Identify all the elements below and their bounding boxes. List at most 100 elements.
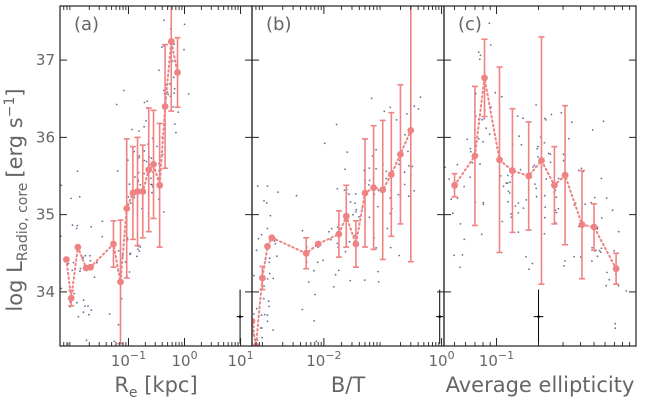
scatter-point [535, 187, 538, 190]
scatter-point [549, 161, 552, 164]
scatter-point [187, 93, 190, 95]
scatter-point [87, 305, 89, 308]
scatter-point [459, 266, 461, 269]
scatter-point [71, 224, 74, 227]
scatter-point [570, 121, 573, 124]
scatter-point [136, 248, 139, 251]
scatter-point [158, 69, 160, 72]
scatter-point [549, 153, 552, 156]
scatter-point [344, 250, 347, 253]
scatter-point [73, 292, 76, 295]
scatter-point [249, 398, 251, 400]
scatter-point [593, 196, 596, 199]
y-label-units: [erg s [3, 117, 27, 177]
scatter-point [334, 273, 337, 276]
scatter-point [522, 207, 525, 210]
scatter-point [349, 201, 352, 203]
scatter-point [82, 311, 85, 314]
scatter-point [506, 182, 509, 184]
scatter-point [448, 178, 450, 180]
scatter-point [265, 202, 268, 204]
scatter-point [404, 133, 406, 136]
scatter-point [313, 269, 315, 272]
scatter-point [375, 246, 377, 249]
binned-point [335, 230, 343, 238]
scatter-point [608, 278, 611, 281]
scatter-point [255, 307, 258, 310]
scatter-point [417, 108, 420, 110]
binned-point [264, 242, 271, 250]
scatter-point [385, 170, 388, 173]
scatter-point [161, 46, 163, 49]
scatter-point [108, 313, 111, 315]
scatter-point [407, 150, 409, 153]
scatter-point [596, 255, 599, 258]
scatter-point [507, 200, 509, 203]
scatter-point [489, 44, 492, 46]
panel-label: (c) [458, 14, 482, 35]
scatter-point [143, 101, 146, 104]
scatter-point [76, 170, 79, 173]
scatter-point [82, 256, 85, 259]
binned-point [145, 166, 153, 174]
scatter-point [525, 256, 527, 258]
panel-label: (b) [266, 14, 291, 35]
scatter-point [605, 284, 608, 287]
scatter-point [242, 324, 244, 326]
binned-point [117, 278, 124, 286]
scatter-point [89, 259, 92, 262]
scatter-point [500, 95, 503, 98]
x-tick-base: 10 [479, 352, 498, 370]
scatter-point [113, 340, 116, 343]
scatter-point [563, 265, 565, 267]
scatter-point [249, 376, 251, 378]
scatter-point [261, 327, 263, 329]
scatter-point [115, 103, 118, 106]
scatter-point [555, 196, 558, 199]
binned-point [496, 156, 503, 164]
scatter-point [413, 190, 416, 192]
scatter-point [101, 235, 104, 238]
panel-3: 10−1 (c) Average ellipticity [443, 5, 637, 397]
scatter-point [84, 305, 86, 307]
scatter-point [494, 91, 497, 94]
scatter-point [555, 211, 558, 214]
scatter-point [544, 206, 547, 209]
scatter-point [168, 83, 171, 85]
scatter-point [272, 329, 274, 331]
x-tick-base: 10 [306, 352, 325, 370]
x-label-units: [kpc] [138, 373, 198, 397]
scatter-point [535, 104, 537, 106]
scatter-point [518, 135, 520, 138]
y-tick-label: 35 [36, 206, 55, 224]
scatter-point [508, 192, 511, 194]
scatter-point [172, 76, 175, 79]
scatter-point [173, 87, 176, 90]
scatter-point [162, 211, 165, 213]
scatter-point [598, 249, 601, 252]
x-tick-label: 10−1 [111, 349, 146, 370]
binned-point [161, 103, 169, 110]
scatter-point [79, 267, 82, 270]
binned-point [342, 212, 350, 220]
scatter-point [60, 287, 63, 290]
scatter-point [242, 301, 244, 303]
binned-point [612, 265, 620, 273]
scatter-point [385, 177, 388, 180]
scatter-point [617, 230, 620, 233]
binned-point [361, 189, 369, 197]
scatter-point [517, 231, 520, 234]
scatter-point [129, 253, 131, 256]
scatter-point [469, 147, 472, 150]
scatter-point [135, 255, 138, 258]
scatter-point [268, 305, 270, 308]
scatter-point [397, 193, 400, 196]
scatter-point [93, 276, 96, 278]
scatter-point [344, 168, 346, 171]
scatter-point [251, 398, 253, 400]
scatter-point [505, 182, 508, 185]
x-label-main: R [114, 373, 129, 397]
scatter-point [482, 140, 484, 143]
scatter-point [451, 212, 454, 215]
scatter-point [96, 261, 98, 264]
